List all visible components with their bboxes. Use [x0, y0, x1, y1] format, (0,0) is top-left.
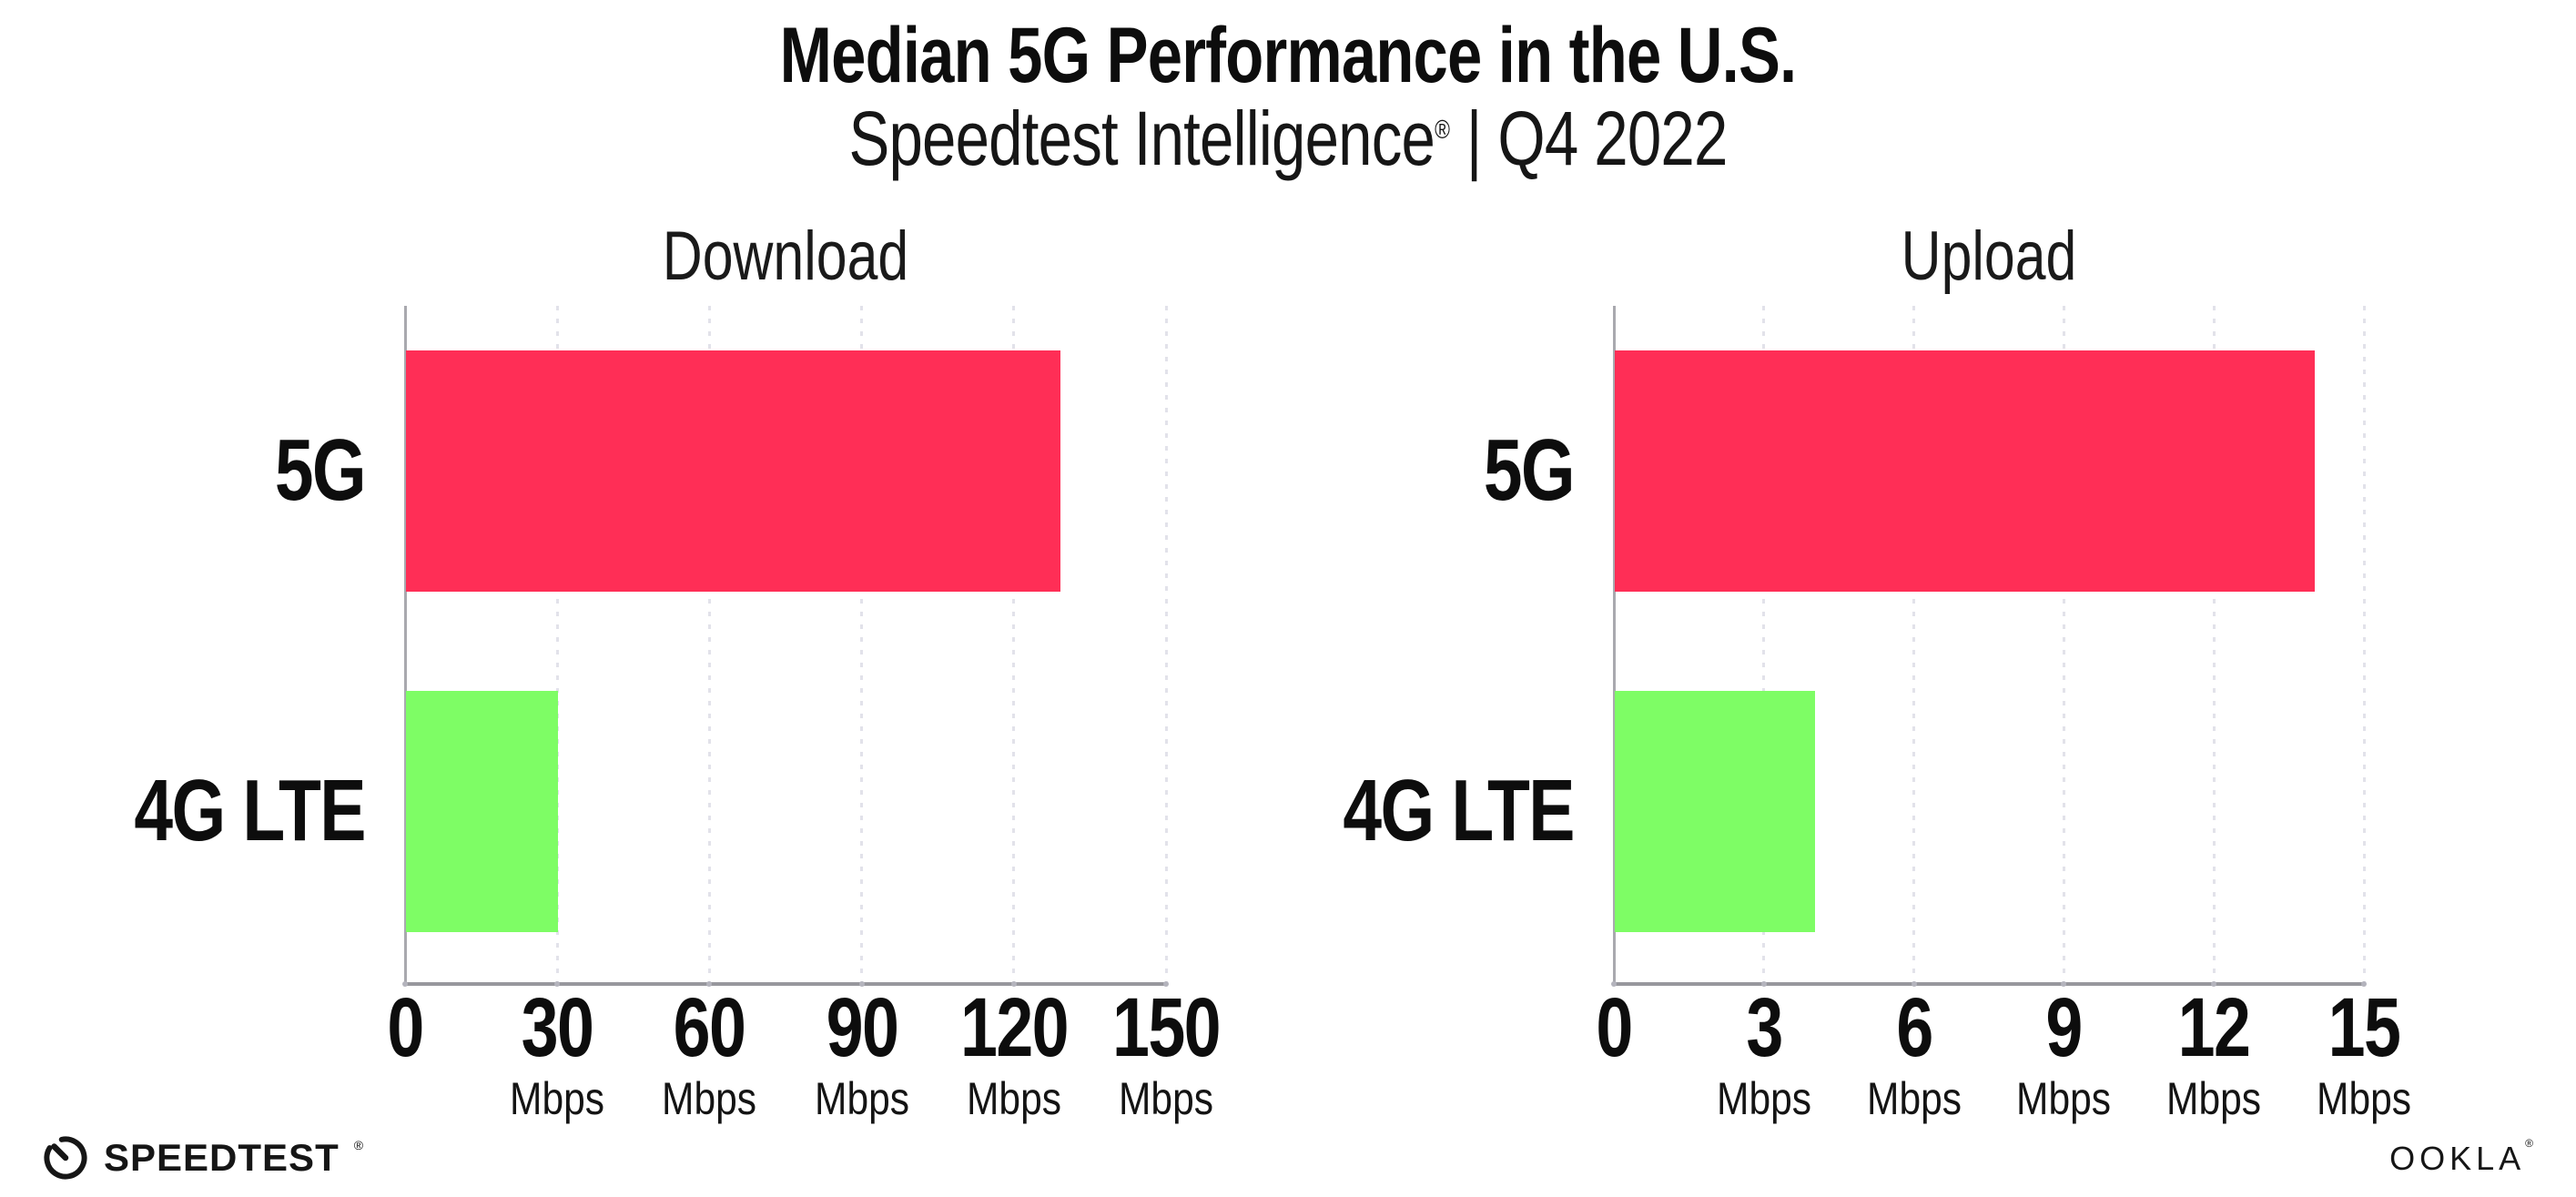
y-category-label: 4G LTE	[1343, 762, 1575, 859]
axis-tick	[402, 981, 408, 987]
gridline	[1762, 306, 1766, 982]
axis-tick	[2361, 981, 2367, 987]
x-tick-label: 9 Mbps	[2008, 981, 2119, 1125]
x-tick-label: 0	[382, 981, 427, 1074]
gridline	[1012, 306, 1016, 982]
x-tick-value: 150	[1112, 981, 1222, 1074]
x-tick-value: 0	[1596, 981, 1633, 1074]
x-tick-unit: Mbps	[1716, 1073, 1811, 1124]
x-tick-label: 12 Mbps	[2158, 981, 2269, 1125]
x-tick-value: 0	[387, 981, 424, 1074]
subtitle-period: Q4 2022	[1497, 96, 1728, 181]
x-tick-value: 30	[521, 981, 594, 1074]
axis-tick	[1760, 981, 1767, 987]
ookla-registered-mark: ®	[2525, 1137, 2538, 1150]
axis-tick	[1911, 981, 1917, 987]
x-tick-label: 120 Mbps	[947, 981, 1081, 1125]
x-tick-value: 9	[2045, 981, 2084, 1074]
x-tick-label: 90 Mbps	[806, 981, 917, 1125]
speedtest-registered-mark: ®	[353, 1138, 364, 1152]
subtitle-brand: Speedtest Intelligence	[848, 96, 1435, 181]
axis-tick	[1163, 981, 1169, 987]
y-axis	[403, 306, 407, 984]
bar-4g-lte	[1615, 690, 1815, 932]
x-tick-value: 15	[2328, 981, 2401, 1074]
y-category-label: 5G	[1483, 421, 1576, 519]
gridline	[2062, 306, 2065, 982]
subtitle-separator: |	[1449, 96, 1498, 181]
axis-tick	[2061, 981, 2067, 987]
x-tick-value: 60	[674, 981, 746, 1074]
x-tick-label: 6 Mbps	[1858, 981, 1969, 1125]
x-tick-value: 12	[2177, 981, 2251, 1074]
x-tick-unit: Mbps	[2166, 1073, 2262, 1124]
x-tick-unit: Mbps	[662, 1073, 757, 1124]
x-axis	[405, 982, 1168, 986]
gridline	[707, 306, 711, 982]
axis-tick	[554, 981, 561, 987]
bar-5g	[406, 350, 1060, 592]
y-category-label: 5G	[274, 421, 367, 519]
bar-4g-lte	[406, 690, 559, 932]
x-tick-unit: Mbps	[2317, 1073, 2411, 1124]
upload-chart-title: Upload	[1901, 218, 2077, 295]
speedtest-logo: SPEEDTEST ®	[42, 1134, 363, 1182]
gridline	[555, 306, 559, 982]
ookla-logo: OOKLA®	[2389, 1137, 2538, 1178]
x-tick-value: 3	[1746, 981, 1783, 1074]
download-chart-title: Download	[662, 218, 909, 295]
x-tick-unit: Mbps	[1866, 1073, 1962, 1124]
x-tick-value: 90	[826, 981, 898, 1074]
x-tick-label: 15 Mbps	[2308, 981, 2419, 1125]
ookla-logo-text: OOKLA	[2389, 1140, 2526, 1177]
axis-tick	[858, 981, 865, 987]
x-tick-label: 0	[1591, 981, 1636, 1074]
y-category-label: 4G LTE	[134, 762, 366, 859]
axis-tick	[706, 981, 713, 987]
axis-tick	[1611, 981, 1617, 987]
x-tick-unit: Mbps	[814, 1073, 909, 1124]
x-tick-value: 120	[959, 981, 1070, 1074]
gridline	[2362, 306, 2366, 982]
axis-tick	[2211, 981, 2217, 987]
x-tick-value: 6	[1895, 981, 1933, 1074]
y-axis	[1612, 306, 1616, 984]
bar-5g	[1615, 350, 2316, 592]
gridline	[2212, 306, 2216, 982]
x-tick-label: 150 Mbps	[1099, 981, 1233, 1125]
x-tick-unit: Mbps	[2016, 1073, 2112, 1124]
speedtest-gauge-icon	[44, 1136, 87, 1180]
gridline	[1912, 306, 1916, 982]
x-tick-label: 60 Mbps	[654, 981, 765, 1125]
x-tick-unit: Mbps	[966, 1073, 1061, 1124]
registered-mark: ®	[1435, 116, 1450, 145]
axis-tick	[1010, 981, 1017, 987]
speedtest-logo-text: SPEEDTEST	[104, 1136, 340, 1179]
gridline	[1164, 306, 1168, 982]
gridline	[860, 306, 864, 982]
x-tick-unit: Mbps	[510, 1073, 605, 1124]
page-title: Median 5G Performance in the U.S.	[779, 12, 1798, 99]
page-subtitle: Speedtest Intelligence® | Q4 2022	[848, 95, 1728, 183]
x-tick-label: 30 Mbps	[502, 981, 613, 1125]
x-axis	[1614, 982, 2366, 986]
x-tick-unit: Mbps	[1119, 1073, 1213, 1124]
x-tick-label: 3 Mbps	[1709, 981, 1820, 1125]
